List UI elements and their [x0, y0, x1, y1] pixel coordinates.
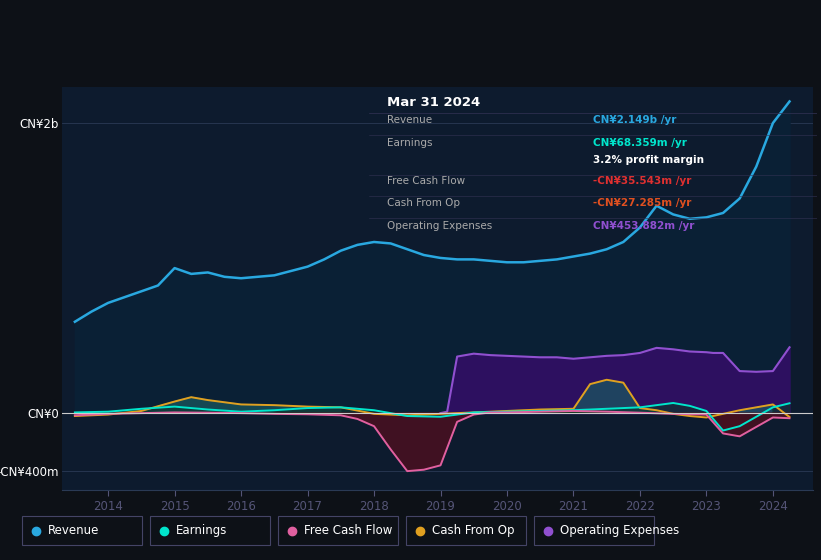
Text: Operating Expenses: Operating Expenses — [560, 524, 679, 537]
Text: Free Cash Flow: Free Cash Flow — [388, 176, 466, 186]
Text: Cash From Op: Cash From Op — [432, 524, 515, 537]
Text: Revenue: Revenue — [388, 115, 433, 125]
Text: 3.2% profit margin: 3.2% profit margin — [594, 155, 704, 165]
Text: Free Cash Flow: Free Cash Flow — [304, 524, 392, 537]
FancyBboxPatch shape — [406, 516, 526, 545]
Text: Mar 31 2024: Mar 31 2024 — [388, 96, 480, 109]
Text: Earnings: Earnings — [388, 138, 433, 148]
FancyBboxPatch shape — [278, 516, 398, 545]
Text: CN¥68.359m /yr: CN¥68.359m /yr — [594, 138, 687, 148]
Text: CN¥453.882m /yr: CN¥453.882m /yr — [594, 221, 695, 231]
FancyBboxPatch shape — [150, 516, 270, 545]
Text: Operating Expenses: Operating Expenses — [388, 221, 493, 231]
Text: -CN¥35.543m /yr: -CN¥35.543m /yr — [594, 176, 691, 186]
Text: Earnings: Earnings — [176, 524, 227, 537]
Text: CN¥2.149b /yr: CN¥2.149b /yr — [594, 115, 677, 125]
FancyBboxPatch shape — [22, 516, 142, 545]
FancyBboxPatch shape — [534, 516, 654, 545]
Text: Cash From Op: Cash From Op — [388, 198, 461, 208]
Text: -CN¥27.285m /yr: -CN¥27.285m /yr — [594, 198, 691, 208]
Text: Revenue: Revenue — [48, 524, 99, 537]
